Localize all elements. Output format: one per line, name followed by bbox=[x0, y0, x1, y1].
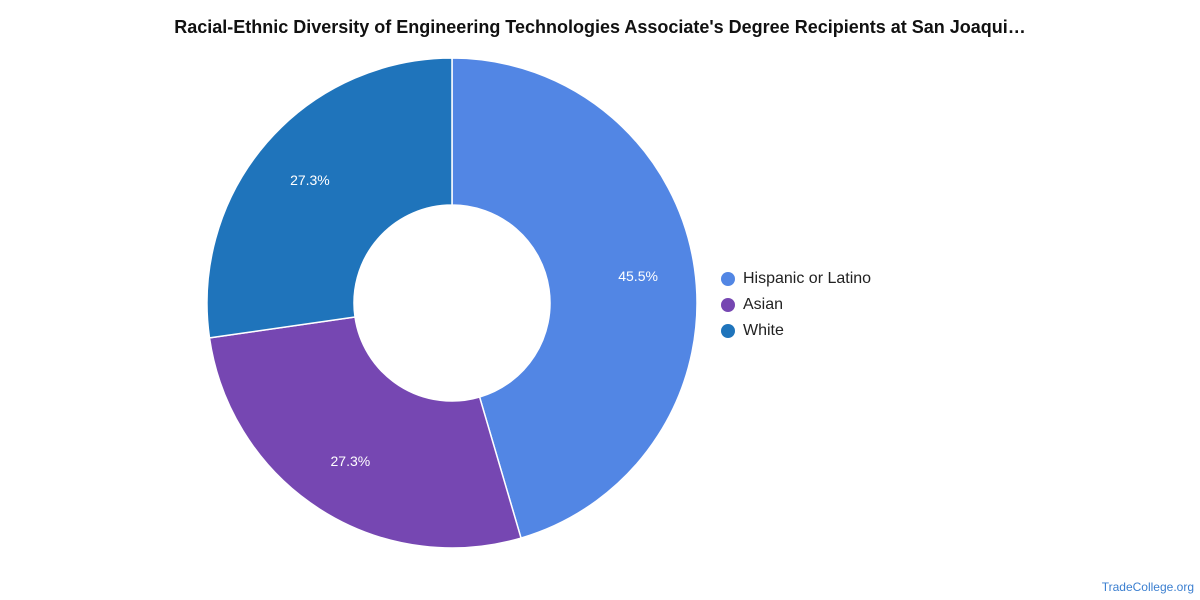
legend-swatch bbox=[721, 298, 735, 312]
slice-label-white: 27.3% bbox=[290, 172, 330, 188]
slice-label-hispanic-or-latino: 45.5% bbox=[618, 268, 658, 284]
legend-label: Hispanic or Latino bbox=[743, 270, 872, 287]
slice-white[interactable] bbox=[206, 57, 453, 339]
slice-label-asian: 27.3% bbox=[331, 453, 371, 469]
legend-item-hispanic-or-latino[interactable]: Hispanic or Latino bbox=[721, 266, 871, 292]
slice-asian[interactable] bbox=[208, 316, 522, 549]
legend-label: White bbox=[743, 322, 784, 339]
chart-legend: Hispanic or Latino Asian White bbox=[721, 266, 871, 344]
chart-title: Racial-Ethnic Diversity of Engineering T… bbox=[174, 17, 1026, 37]
watermark[interactable]: TradeCollege.org bbox=[1101, 580, 1194, 594]
legend-swatch bbox=[721, 272, 735, 286]
legend-item-white[interactable]: White bbox=[721, 318, 871, 344]
legend-item-asian[interactable]: Asian bbox=[721, 292, 871, 318]
legend-swatch bbox=[721, 324, 735, 338]
slice-hispanic-or-latino[interactable] bbox=[451, 57, 698, 540]
legend-label: Asian bbox=[743, 296, 784, 313]
